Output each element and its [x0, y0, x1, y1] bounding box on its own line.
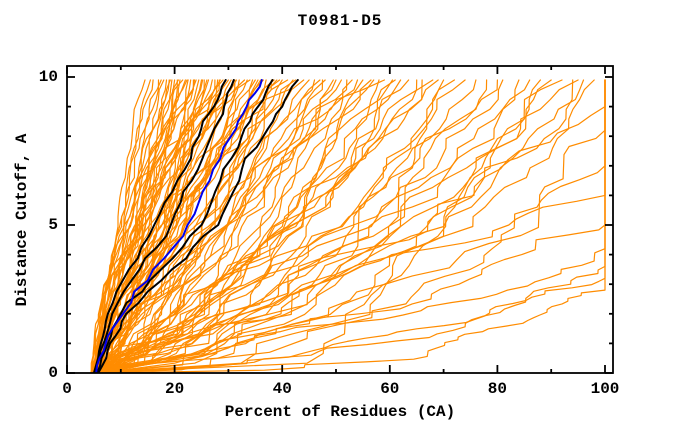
model-curve [92, 79, 326, 373]
plot-title: T0981-D5 [297, 12, 383, 30]
y-tick-label-5: 5 [48, 216, 58, 234]
model-curve [91, 79, 151, 373]
model-curve [94, 79, 394, 373]
x-tick-label-0: 0 [62, 380, 72, 398]
model-curve [93, 79, 606, 373]
x-tick-label-40: 40 [272, 380, 292, 398]
model-curve [103, 79, 606, 373]
reference-curve [94, 79, 235, 373]
model-curve [99, 79, 606, 373]
x-axis-label: Percent of Residues (CA) [224, 403, 456, 421]
model-curve [92, 79, 224, 373]
model-curve [100, 79, 423, 373]
model-curve [98, 79, 353, 373]
model-curve [99, 79, 402, 373]
model-curve [92, 79, 466, 373]
model-curve [101, 79, 579, 373]
model-curve [97, 79, 380, 373]
model-curve [99, 79, 606, 373]
model-curve [98, 79, 213, 373]
y-tick-label-10: 10 [38, 68, 58, 86]
model-curve [98, 79, 439, 373]
model-curve [90, 79, 434, 373]
y-tick-label-0: 0 [48, 364, 58, 382]
model-curve [98, 79, 262, 373]
model-curve [97, 79, 477, 373]
x-tick-label-20: 20 [164, 380, 185, 398]
x-tick-label-80: 80 [487, 380, 507, 398]
curves-layer [90, 79, 606, 373]
plot-frame [66, 65, 614, 374]
model-curve [101, 79, 281, 373]
reference-curve [92, 79, 227, 373]
model-curve [96, 79, 297, 373]
x-tick-label-100: 100 [590, 380, 620, 398]
model-curve [95, 79, 606, 373]
highlight-curve [95, 79, 263, 373]
model-curve [91, 79, 563, 373]
model-curve [101, 79, 385, 373]
model-curve [94, 79, 585, 373]
model-curve [93, 79, 418, 373]
model-curve [92, 79, 606, 373]
model-curve [92, 79, 289, 373]
model-curve [101, 79, 337, 373]
reference-curve [96, 79, 274, 373]
reference-curve [97, 79, 299, 373]
model-curve [98, 79, 316, 373]
model-curve [97, 79, 334, 373]
model-curve [100, 79, 372, 373]
model-curve [95, 79, 359, 373]
x-tick-label-60: 60 [380, 380, 400, 398]
model-curve [90, 79, 606, 373]
model-curve [99, 79, 455, 373]
